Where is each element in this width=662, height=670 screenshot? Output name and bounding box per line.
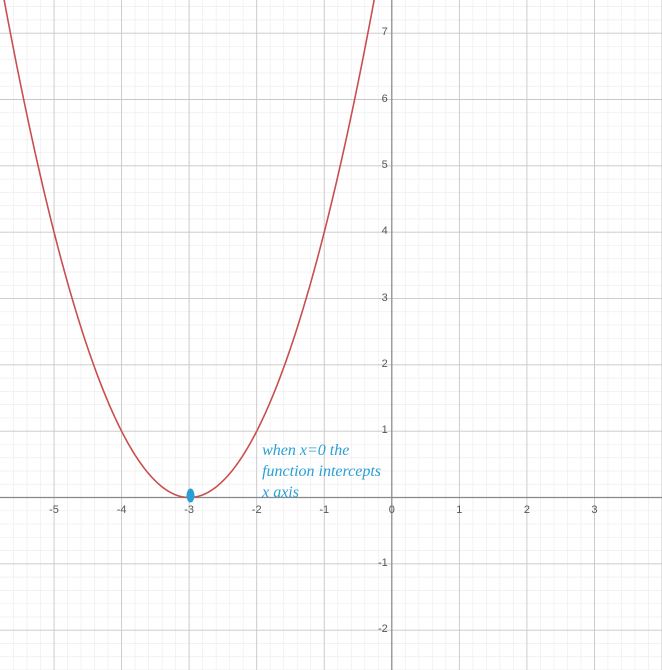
parabola-chart: when x=0 the function intercepts x axis … (0, 0, 662, 670)
chart-svg (0, 0, 662, 670)
